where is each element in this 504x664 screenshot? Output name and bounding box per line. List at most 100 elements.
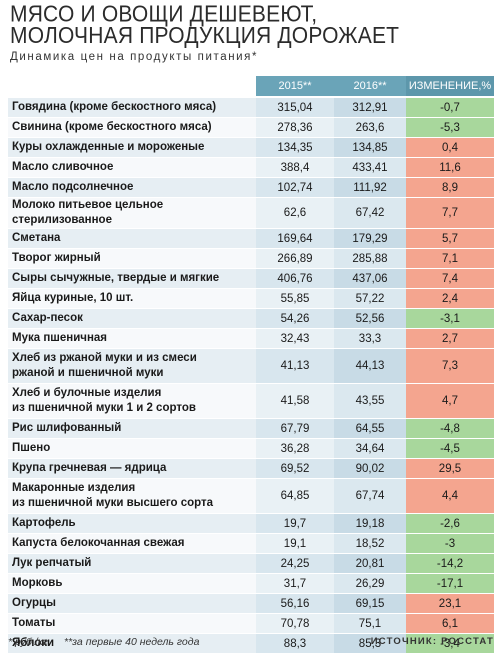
price-2015: 64,85 — [256, 479, 334, 514]
price-table: 2015** 2016** ИЗМЕНЕНИЕ,% Говядина (кром… — [8, 76, 494, 654]
price-2015: 31,7 — [256, 574, 334, 594]
price-2016: 18,52 — [334, 534, 406, 554]
table-row: Сахар-песок 54,26 52,56 -3,1 — [8, 309, 494, 329]
price-change: -5,3 — [406, 118, 494, 138]
table-row: Крупа гречневая — ядрица 69,52 90,02 29,5 — [8, 459, 494, 479]
price-change: 0,4 — [406, 138, 494, 158]
price-change: -17,1 — [406, 574, 494, 594]
product-name-line-1: Хлеб из ржаной муки и из смеси — [12, 352, 197, 364]
price-2015: 32,43 — [256, 329, 334, 349]
product-name: Масло подсолнечное — [8, 178, 256, 198]
table-row: Сметана 169,64 179,29 5,7 — [8, 229, 494, 249]
product-name: Хлеб и булочные изделия из пшеничной муки… — [8, 384, 256, 419]
price-2015: 102,74 — [256, 178, 334, 198]
product-name: Пшено — [8, 439, 256, 459]
price-change: -2,6 — [406, 514, 494, 534]
price-2016: 19,18 — [334, 514, 406, 534]
price-2015: 41,13 — [256, 349, 334, 384]
price-2015: 169,64 — [256, 229, 334, 249]
price-2016: 90,02 — [334, 459, 406, 479]
price-2016: 44,13 — [334, 349, 406, 384]
table-row: Томаты 70,78 75,1 6,1 — [8, 614, 494, 634]
price-change: -14,2 — [406, 554, 494, 574]
table-row: Куры охлажденные и мороженые 134,35 134,85… — [8, 138, 494, 158]
product-name-line-1: Макаронные изделия — [12, 482, 136, 494]
title-line-2: МОЛОЧНАЯ ПРОДУКЦИЯ ДОРОЖАЕТ — [10, 23, 400, 49]
price-2015: 56,16 — [256, 594, 334, 614]
column-header-change: ИЗМЕНЕНИЕ,% — [406, 76, 494, 98]
product-name: Яблоки — [8, 634, 256, 654]
price-2015: 19,1 — [256, 534, 334, 554]
product-name: Творог жирный — [8, 249, 256, 269]
table-row: Хлеб и булочные изделия из пшеничной муки… — [8, 384, 494, 419]
price-2015: 19,7 — [256, 514, 334, 534]
price-2015: 388,4 — [256, 158, 334, 178]
product-name: Картофель — [8, 514, 256, 534]
column-header-2016: 2016** — [334, 76, 406, 98]
price-change: -4,8 — [406, 419, 494, 439]
product-name: Макаронные изделия из пшеничной муки высш… — [8, 479, 256, 514]
price-2016: 312,91 — [334, 98, 406, 118]
product-name-line-2: из пшеничной муки 1 и 2 сортов — [12, 402, 196, 414]
table-row: Огурцы 56,16 69,15 23,1 — [8, 594, 494, 614]
table-row: Морковь 31,7 26,29 -17,1 — [8, 574, 494, 594]
table-row: Мука пшеничная 32,43 33,3 2,7 — [8, 329, 494, 349]
price-2015: 69,52 — [256, 459, 334, 479]
product-name: Сыры сычужные, твердые и мягкие — [8, 269, 256, 289]
price-2016: 69,15 — [334, 594, 406, 614]
price-change: 7,7 — [406, 198, 494, 229]
price-2015: 315,04 — [256, 98, 334, 118]
price-2015: 266,89 — [256, 249, 334, 269]
subtitle: Динамика цен на продукты питания* — [10, 51, 259, 63]
table-row: Картофель 19,7 19,18 -2,6 — [8, 514, 494, 534]
price-2015: 278,36 — [256, 118, 334, 138]
price-change: 7,1 — [406, 249, 494, 269]
source-label: ИСТОЧНИК: РОССТАТ — [370, 636, 494, 647]
price-change: 4,4 — [406, 479, 494, 514]
table-row: Капуста белокочанная свежая 19,1 18,52 -3 — [8, 534, 494, 554]
title-line-1: МЯСО И ОВОЩИ ДЕШЕВЕЮТ, — [10, 1, 318, 27]
table-header-row: 2015** 2016** ИЗМЕНЕНИЕ,% — [8, 76, 494, 98]
price-change: 11,6 — [406, 158, 494, 178]
price-2015: 134,35 — [256, 138, 334, 158]
price-2015: 88,3 — [256, 634, 334, 654]
table-row: Яблоки 88,3 85,3 -3,4 — [8, 634, 494, 654]
table-body: Говядина (кроме бескостного мяса) 315,04 3… — [8, 98, 494, 654]
price-2015: 24,25 — [256, 554, 334, 574]
product-name: Масло сливочное — [8, 158, 256, 178]
price-2015: 406,76 — [256, 269, 334, 289]
product-name: Рис шлифованный — [8, 419, 256, 439]
price-2015: 36,28 — [256, 439, 334, 459]
price-change: -3,1 — [406, 309, 494, 329]
product-name-line-1: Хлеб и булочные изделия — [12, 387, 162, 399]
table-row: Молоко питьевое цельное стерилизованное 6… — [8, 198, 494, 229]
price-2016: 85,3 — [334, 634, 406, 654]
price-change: 29,5 — [406, 459, 494, 479]
price-2016: 52,56 — [334, 309, 406, 329]
price-change: 6,1 — [406, 614, 494, 634]
price-change: 2,7 — [406, 329, 494, 349]
product-name-line-2: из пшеничной муки высшего сорта — [12, 497, 214, 509]
price-2016: 263,6 — [334, 118, 406, 138]
price-change: 4,7 — [406, 384, 494, 419]
product-name: Лук репчатый — [8, 554, 256, 574]
product-name: Хлеб из ржаной муки и из смеси ржаной и п… — [8, 349, 256, 384]
table-row: Рис шлифованный 67,79 64,55 -4,8 — [8, 419, 494, 439]
footnote-unit: * руб./кг — [8, 636, 48, 648]
price-change: 23,1 — [406, 594, 494, 614]
price-2016: 75,1 — [334, 614, 406, 634]
price-2016: 67,42 — [334, 198, 406, 229]
price-2016: 67,74 — [334, 479, 406, 514]
table-row: Яйца куриные, 10 шт. 55,85 57,22 2,4 — [8, 289, 494, 309]
product-name: Молоко питьевое цельное стерилизованное — [8, 198, 256, 229]
price-2016: 179,29 — [334, 229, 406, 249]
price-2016: 26,29 — [334, 574, 406, 594]
price-change: 7,4 — [406, 269, 494, 289]
price-2016: 285,88 — [334, 249, 406, 269]
price-2015: 54,26 — [256, 309, 334, 329]
table-row: Говядина (кроме бескостного мяса) 315,04 3… — [8, 98, 494, 118]
product-name: Морковь — [8, 574, 256, 594]
product-name-line-2: ржаной и пшеничной муки — [12, 367, 164, 379]
price-2016: 43,55 — [334, 384, 406, 419]
price-2016: 20,81 — [334, 554, 406, 574]
